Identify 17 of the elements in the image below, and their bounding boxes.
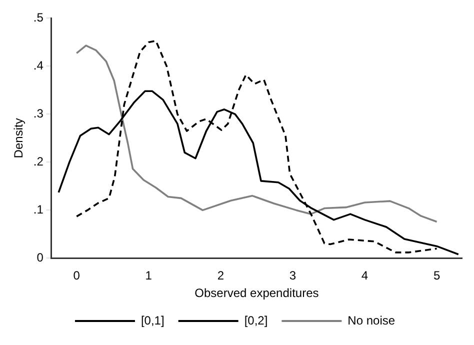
- y-tick-label: .5: [33, 10, 44, 25]
- y-axis-title: Density: [12, 118, 26, 158]
- x-tick-label: 4: [361, 268, 368, 283]
- y-tick-label: .4: [33, 58, 44, 73]
- legend-label: [0,1]: [140, 313, 164, 328]
- y-tick-label: .2: [33, 154, 44, 169]
- legend-label: No noise: [348, 313, 396, 328]
- y-tick-label: .3: [33, 106, 44, 121]
- x-tick-label: 5: [433, 268, 440, 283]
- x-axis-title: Observed expenditures: [194, 286, 319, 300]
- x-tick-label: 0: [73, 268, 80, 283]
- x-tick-label: 2: [217, 268, 224, 283]
- x-tick-label: 1: [145, 268, 152, 283]
- x-tick-label: 3: [289, 268, 296, 283]
- y-tick-label: 0: [36, 250, 44, 265]
- legend-label: [0,2]: [244, 313, 268, 328]
- y-tick-label: .1: [33, 202, 44, 217]
